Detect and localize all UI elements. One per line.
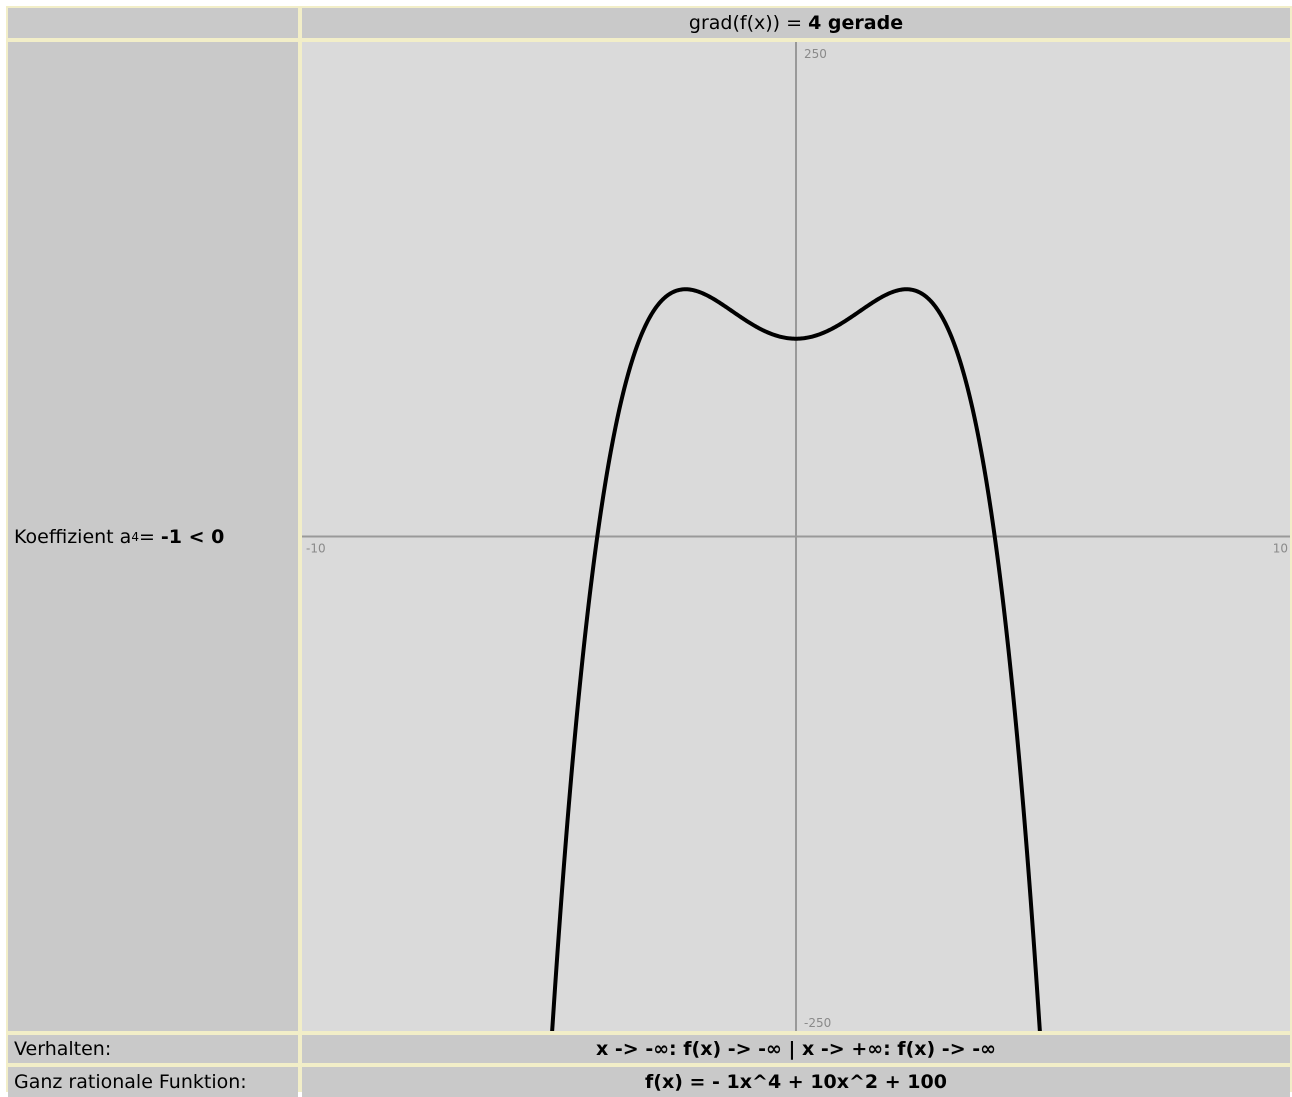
coefficient-eq: = bbox=[138, 525, 155, 548]
function-value: f(x) = - 1x^4 + 10x^2 + 100 bbox=[645, 1071, 947, 1093]
function-value-cell: f(x) = - 1x^4 + 10x^2 + 100 bbox=[302, 1067, 1290, 1097]
function-label-cell: Ganz rationale Funktion: bbox=[8, 1067, 298, 1097]
x-max-tick-label: 10 bbox=[1273, 542, 1288, 556]
coefficient-label: Koeffizient a bbox=[14, 525, 132, 548]
function-label: Ganz rationale Funktion: bbox=[14, 1071, 247, 1093]
degree-value: 4 gerade bbox=[808, 12, 904, 34]
function-curve bbox=[550, 287, 1042, 1031]
y-max-tick-label: 250 bbox=[804, 47, 827, 61]
plot-area: -10 10 250 -250 bbox=[302, 42, 1290, 1031]
coefficient-index: 4 bbox=[131, 529, 139, 544]
behavior-label-cell: Verhalten: bbox=[8, 1035, 298, 1063]
function-plot: -10 10 250 -250 bbox=[302, 42, 1290, 1031]
header-left-cell bbox=[8, 8, 298, 38]
degree-heading: grad(f(x)) = 4 gerade bbox=[302, 8, 1290, 38]
behavior-value-cell: x -> -∞: f(x) -> -∞ | x -> +∞: f(x) -> -… bbox=[302, 1035, 1290, 1063]
y-min-tick-label: -250 bbox=[804, 1016, 831, 1030]
x-min-tick-label: -10 bbox=[306, 542, 326, 556]
coefficient-value: -1 < 0 bbox=[160, 525, 225, 548]
degree-label: grad(f(x)) = bbox=[688, 12, 803, 34]
behavior-label: Verhalten: bbox=[14, 1038, 112, 1060]
behavior-value: x -> -∞: f(x) -> -∞ | x -> +∞: f(x) -> -… bbox=[596, 1038, 996, 1060]
